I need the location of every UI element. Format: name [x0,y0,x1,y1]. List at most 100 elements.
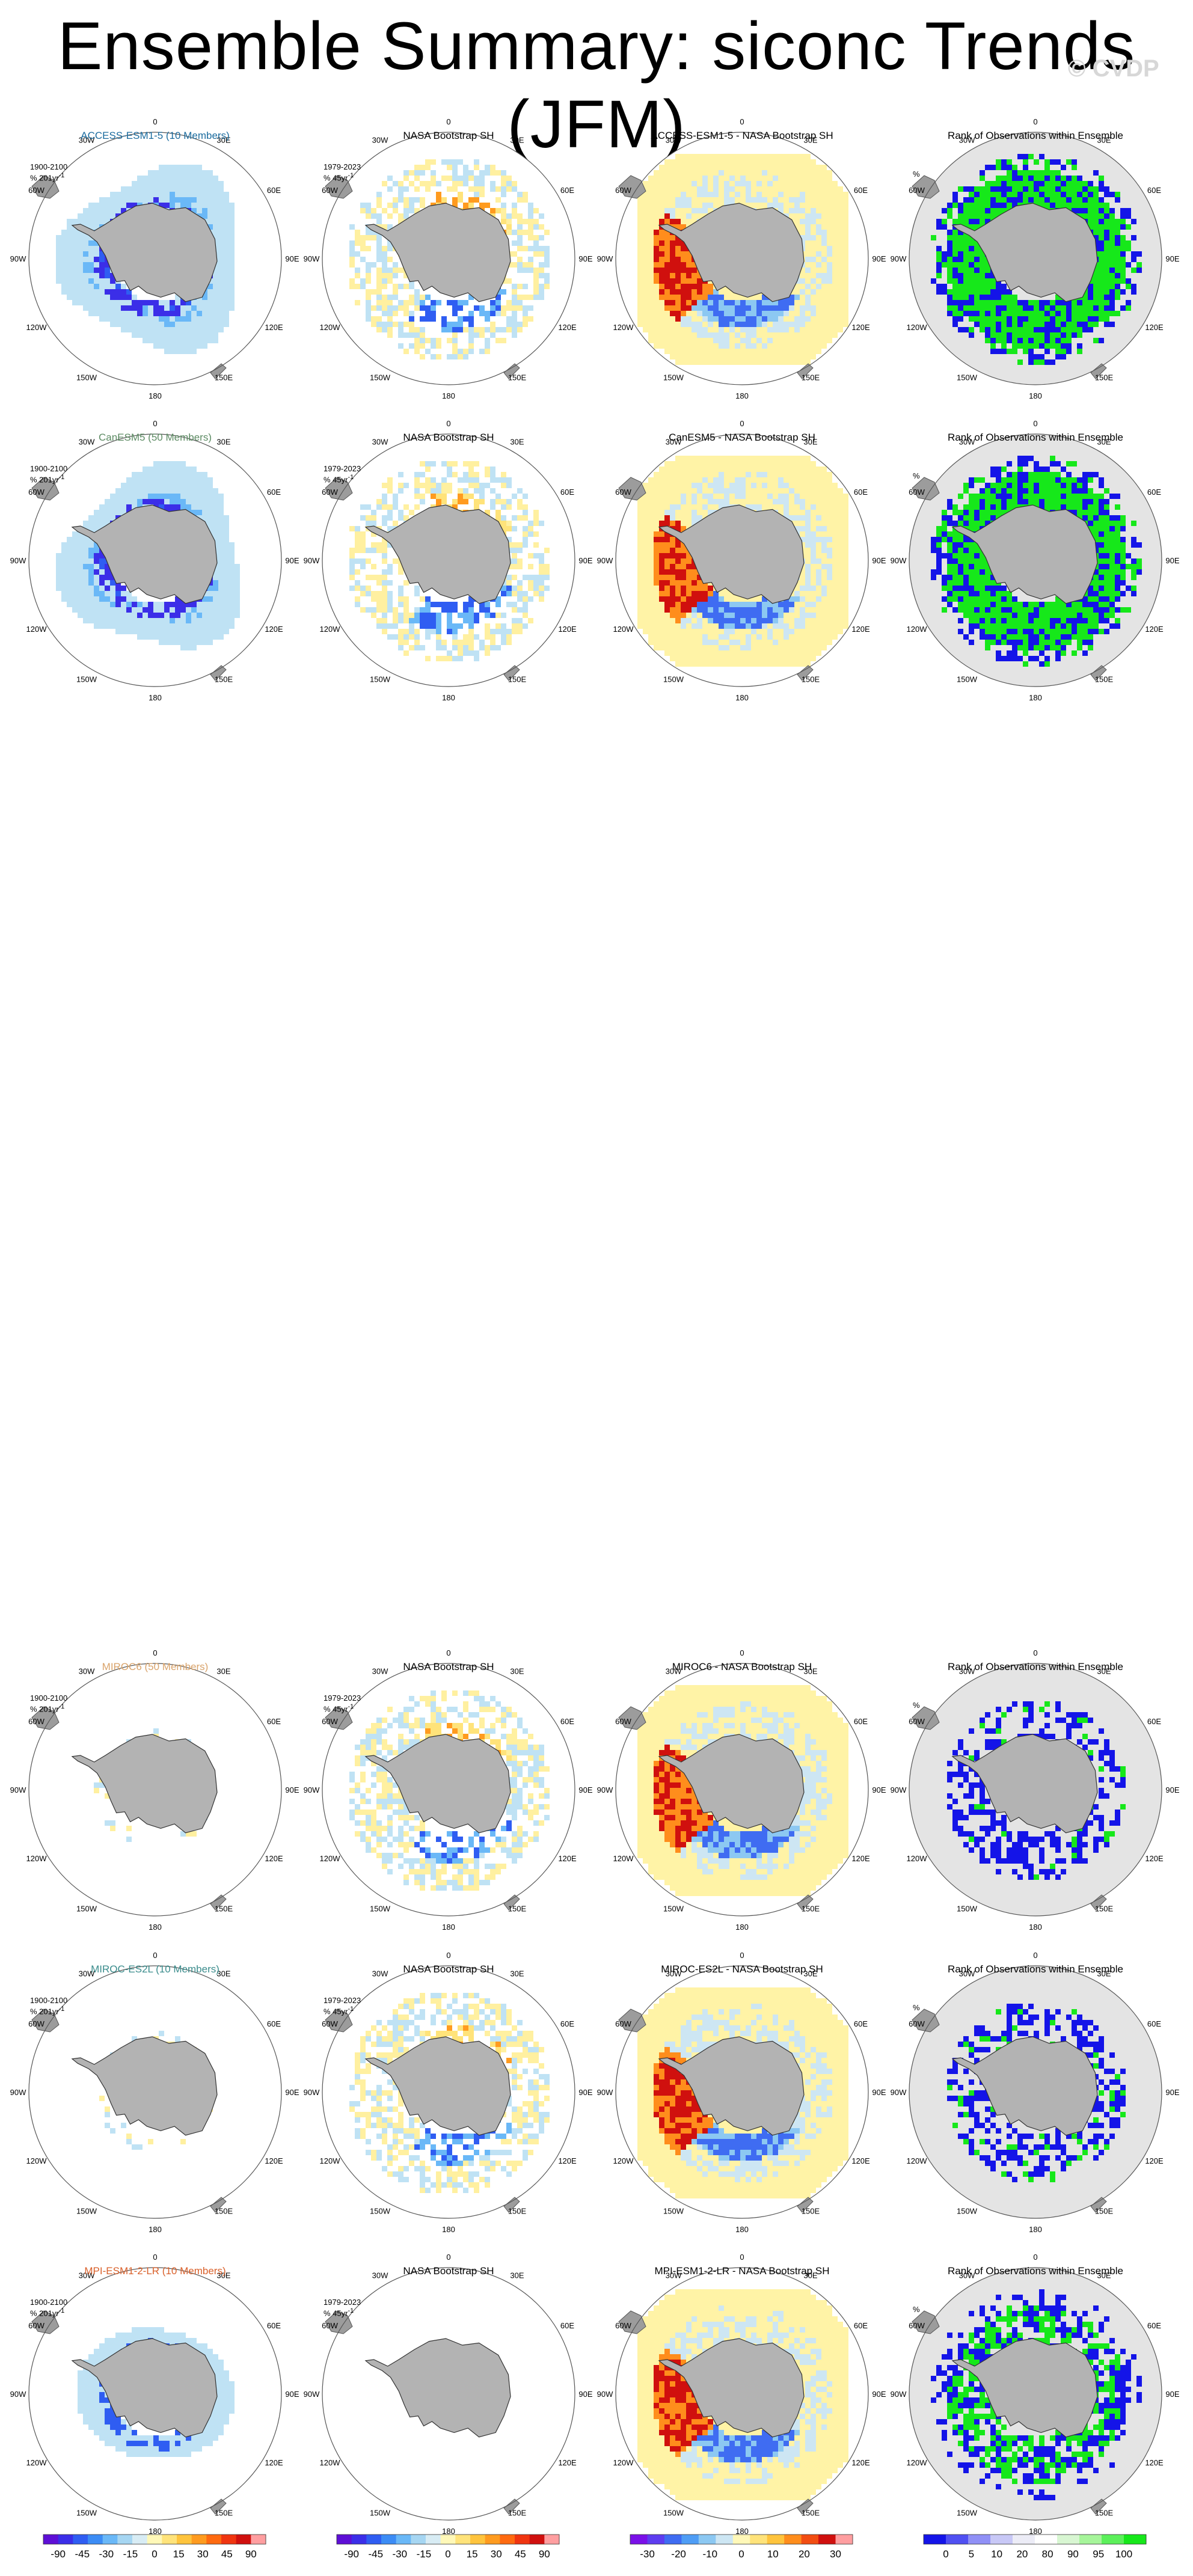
map-cell [382,591,387,596]
map-cell [1039,332,1044,338]
map-cell [1028,322,1034,327]
map-cell [1001,332,1007,338]
map-cell [784,181,789,186]
map-cell [495,613,501,618]
map-cell [1088,311,1093,316]
map-cell [985,322,990,327]
map-cell [490,327,495,332]
map-cell [1017,176,1023,181]
map-cell [458,613,463,618]
map-cell [137,300,143,305]
map-cell [126,488,132,494]
map-cell [1061,181,1066,186]
map-cell [349,526,355,531]
map-cell [648,192,654,197]
map-cell [94,305,99,311]
map-cell [224,548,229,553]
map-cell [366,521,371,526]
map-cell [719,322,724,327]
map-cell [175,165,180,170]
map-cell [1007,289,1012,295]
map-cell [1104,230,1109,235]
map-cell [1104,300,1109,305]
map-cell [224,289,229,295]
map-cell [996,186,1001,192]
map-cell [414,305,420,311]
map-cell [805,219,811,224]
map-cell [137,613,143,618]
map-cell [355,558,360,564]
map-cell [697,311,702,316]
map-cell [664,240,670,246]
map-cell [990,165,996,170]
map-cell [1093,197,1099,203]
map-cell [724,170,729,176]
map-cell [686,192,692,197]
map-cell [724,359,729,365]
map-cell [654,181,659,186]
map-cell [664,197,670,203]
map-cell [996,305,1001,311]
map-cell [506,278,512,284]
map-cell [366,558,371,564]
map-cell [164,499,170,504]
map-cell [94,602,99,607]
map-cell [398,305,403,311]
map-cell [692,268,697,273]
map-cell [506,504,512,510]
map-cell [985,316,990,322]
map-cell [952,197,958,203]
map-cell [207,618,213,623]
map-cell [126,311,132,316]
map-cell [229,591,235,596]
map-cell [713,300,719,305]
map-cell [713,316,719,322]
map-cell [143,483,148,488]
map-cell [800,230,805,235]
map-cell [425,461,431,467]
map-cell [1034,327,1039,332]
map-cell [67,240,72,246]
map-cell [816,251,821,257]
map-cell [512,548,517,553]
map-cell [115,192,121,197]
map-cell [702,349,708,354]
map-cell [72,586,78,591]
new-zealand-shape [797,363,814,379]
map-cell [544,564,550,569]
map-cell [1007,332,1012,338]
map-cell [702,338,708,343]
map-cell [458,477,463,483]
map-cell [409,300,414,305]
map-cell [773,170,778,176]
map-cell [485,483,490,488]
map-cell [78,257,83,262]
map-cell [729,192,735,197]
map-cell [936,251,942,257]
map-cell [767,154,773,159]
map-cell [99,602,105,607]
map-cell [458,322,463,327]
map-cell [191,483,197,488]
map-cell [512,284,517,289]
map-cell [838,235,843,240]
map-cell [67,219,72,224]
map-cell [186,472,191,477]
map-cell [105,607,110,613]
map-cell [659,327,664,332]
south-america-tip-shape [325,477,353,501]
map-cell [686,322,692,327]
map-cell [794,181,800,186]
map-cell [843,230,848,235]
map-cell [832,322,838,327]
map-cell [213,224,218,230]
map-cell [990,289,996,295]
map-cell [740,176,746,181]
map-cell [692,295,697,300]
map-cell [170,322,175,327]
map-cell [463,602,468,607]
map-cell [719,316,724,322]
map-cell [355,531,360,537]
map-cell [436,300,441,305]
map-cell [740,327,746,332]
